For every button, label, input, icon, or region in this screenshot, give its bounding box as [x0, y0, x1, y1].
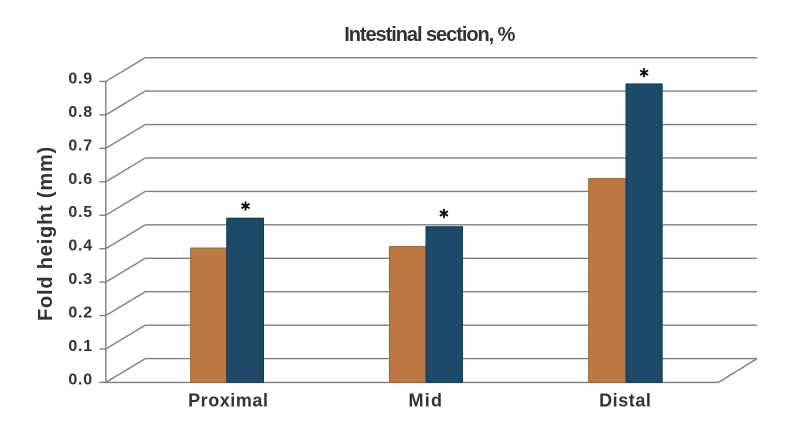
svg-text:Proximal: Proximal	[188, 391, 268, 411]
svg-text:0.0: 0.0	[68, 371, 93, 388]
svg-text:0.9: 0.9	[68, 70, 93, 87]
svg-text:0.2: 0.2	[68, 305, 93, 322]
svg-text:Distal: Distal	[599, 391, 651, 411]
svg-text:Mid: Mid	[408, 391, 443, 411]
svg-text:0.4: 0.4	[68, 238, 93, 255]
svg-text:0.8: 0.8	[68, 104, 93, 121]
svg-text:0.3: 0.3	[68, 271, 93, 288]
svg-text:0.1: 0.1	[68, 338, 93, 355]
svg-text:Fold height (mm): Fold height (mm)	[35, 146, 57, 321]
svg-text:Intestinal section, %: Intestinal section, %	[344, 24, 515, 46]
svg-text:0.6: 0.6	[68, 171, 93, 188]
svg-text:0.7: 0.7	[68, 137, 93, 154]
svg-text:0.5: 0.5	[68, 204, 93, 221]
